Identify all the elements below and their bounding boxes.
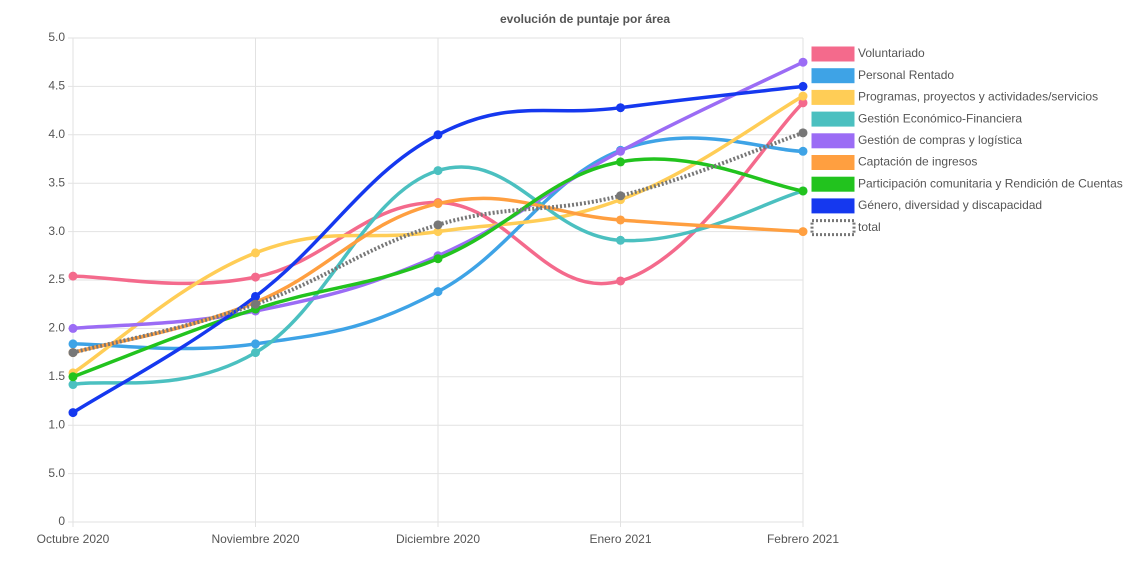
legend-label: Captación de ingresos <box>858 155 977 169</box>
x-tick-label: Octubre 2020 <box>37 532 110 546</box>
data-point <box>433 166 443 176</box>
legend-label: Programas, proyectos y actividades/servi… <box>858 90 1098 104</box>
data-point <box>251 248 260 258</box>
legend-label: Personal Rentado <box>858 68 954 82</box>
y-tick-label: 0 <box>58 514 65 528</box>
y-tick-label: 1.5 <box>48 369 65 383</box>
data-point <box>798 146 808 156</box>
legend-label: Gestión de compras y logística <box>858 133 1022 147</box>
legend-swatch <box>811 68 855 84</box>
data-point <box>616 235 625 245</box>
data-point <box>68 372 78 382</box>
data-point <box>251 291 260 301</box>
x-tick-label: Diciembre 2020 <box>396 532 480 546</box>
y-tick-label: 4.0 <box>48 127 65 141</box>
data-point <box>433 287 443 297</box>
data-point <box>68 348 78 358</box>
data-point <box>68 339 78 349</box>
data-point <box>798 98 808 108</box>
data-point <box>433 227 443 237</box>
data-point <box>68 408 78 418</box>
data-point <box>798 186 808 196</box>
legend-swatch <box>811 46 855 62</box>
chart-title: evolución de puntaje por área <box>500 12 670 26</box>
legend-label: Género, diversidad y discapacidad <box>858 198 1042 212</box>
data-point <box>616 215 625 225</box>
data-point <box>616 146 625 156</box>
data-point <box>433 199 443 209</box>
data-point <box>433 220 443 230</box>
x-tick-label: Enero 2021 <box>589 532 651 546</box>
y-tick-label: 4.5 <box>48 79 65 93</box>
legend-swatch <box>811 155 855 170</box>
data-point <box>616 276 625 286</box>
data-point <box>798 227 808 237</box>
data-point <box>798 81 808 91</box>
legend-swatch <box>811 198 855 214</box>
data-point <box>68 271 78 281</box>
data-point <box>798 91 808 101</box>
y-tick-label: 2.5 <box>48 272 65 286</box>
data-point <box>251 272 260 282</box>
legend-swatch <box>811 111 855 127</box>
data-point <box>251 299 260 309</box>
data-point <box>251 339 260 349</box>
y-tick-label: 3.5 <box>48 175 65 189</box>
data-point <box>616 157 625 167</box>
legend-swatch <box>811 176 855 192</box>
data-point <box>616 103 625 113</box>
legend-label: Gestión Económico-Financiera <box>858 111 1022 125</box>
data-point <box>616 191 625 201</box>
x-tick-label: Febrero 2021 <box>767 532 839 546</box>
data-point <box>68 380 78 390</box>
data-point <box>433 254 443 264</box>
data-point <box>251 348 260 358</box>
data-point <box>68 323 78 333</box>
y-tick-label: 5.0 <box>48 466 65 480</box>
legend-swatch <box>811 133 855 149</box>
legend-label: Participación comunitaria y Rendición de… <box>858 176 1123 190</box>
legend-swatch <box>811 89 855 105</box>
data-point <box>798 57 808 67</box>
x-tick-label: Noviembre 2020 <box>211 532 299 546</box>
data-point <box>433 130 443 140</box>
y-tick-label: 2.0 <box>48 321 65 335</box>
y-tick-label: 5.0 <box>48 30 65 44</box>
y-tick-label: 1.0 <box>48 417 65 431</box>
legend-label: Voluntariado <box>858 46 925 60</box>
data-point <box>798 128 808 138</box>
legend-label: total <box>858 220 881 234</box>
legend-swatch <box>810 219 856 237</box>
y-tick-label: 3.0 <box>48 224 65 238</box>
